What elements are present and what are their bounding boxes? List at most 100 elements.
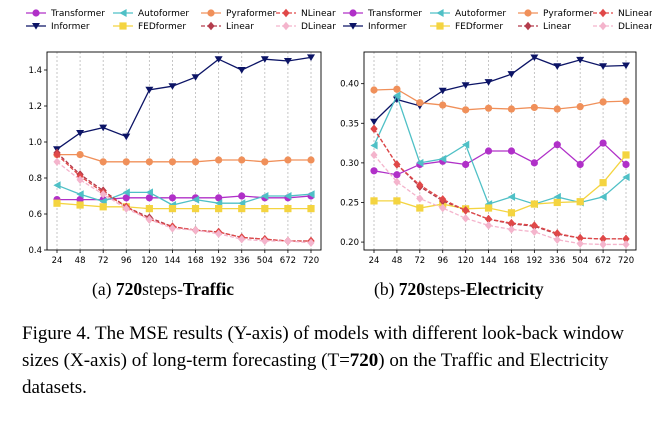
plot-frame [363,51,637,251]
data-point [53,181,61,190]
data-point [530,221,538,230]
data-point [370,86,378,94]
legend-swatch-marker [32,9,40,17]
x-tick-label: 96 [121,256,132,266]
data-point [53,150,61,159]
y-tick-label: 0.40 [340,80,359,90]
x-tick-label: 144 [480,256,496,266]
x-tick-label: 72 [98,256,109,266]
data-point [484,104,493,112]
subcaption-prefix: (a) [92,279,112,299]
subcaption-horizon: 720 [115,279,143,299]
data-point [530,227,538,236]
legend-item: NLinear [276,8,336,19]
data-point [284,192,292,200]
data-point [145,158,153,166]
electricity-chart: 0.20 0.25 0.30 0.35 0.40 24 48 72 96 120 144 168 192… [340,8,652,266]
data-point [507,147,516,155]
data-point [622,160,630,169]
data-point [145,188,153,197]
y-tick-label: 0.8 [28,174,42,184]
data-point [484,204,493,212]
legend-swatch-marker [119,9,127,17]
data-point [370,141,378,150]
data-point [530,200,538,208]
data-point [507,71,516,78]
series-fedformer [370,151,630,217]
legend-swatch-marker [119,22,127,30]
legend-label: NLinear [301,9,336,19]
data-point [122,133,131,141]
subcaption-prefix: (b) [374,279,395,299]
legend-item: FEDformer [430,22,503,32]
data-point [553,229,561,238]
data-point [553,105,561,113]
data-point [191,195,200,204]
series-line [373,128,626,240]
legend-item: NLinear [593,8,652,19]
subcaption-electricity: (b) 720steps-Electricity [374,279,544,300]
data-point [599,98,607,106]
data-point [393,160,401,169]
data-point [307,190,315,199]
legend-label: Autoformer [138,9,189,19]
data-point [76,190,84,199]
legend-label: DLinear [301,22,336,32]
legend-label: Pyraformer [226,9,276,19]
data-point [530,159,538,167]
legend-label: Linear [543,22,571,32]
legend-label: FEDformer [138,22,186,32]
legend-swatch-marker [349,23,357,30]
subcaption-traffic: (a) 720steps-Traffic [92,279,234,300]
series-line [373,154,626,246]
series-linear [370,124,630,244]
data-point [530,54,539,62]
subcaption-mid: steps- [425,279,466,299]
legend-swatch-marker [349,9,357,17]
data-point [416,158,424,167]
x-tick-label: 72 [414,256,425,266]
legend-item: Transformer [26,9,105,19]
x-tick-label: 24 [52,256,63,266]
x-tick-label: 504 [572,256,588,266]
legend-item: Linear [201,21,254,32]
figure-caption: Figure 4. The MSE results (Y-axis) of mo… [22,320,634,401]
data-point [599,63,608,70]
data-point [393,85,401,93]
subcaption-dataset: Electricity [465,279,544,299]
data-point [416,204,424,212]
y-tick-label: 0.4 [28,246,42,256]
data-point [576,239,584,248]
data-point [370,197,378,205]
y-tick-label: 0.20 [340,238,359,248]
data-point [145,215,153,224]
legend-item: Pyraformer [518,9,593,19]
legend-swatch-marker [282,8,290,18]
series-transformer [370,139,630,179]
series-line [57,153,311,163]
data-point [507,192,516,201]
data-point [191,226,200,235]
data-point [576,198,584,206]
data-point [393,197,401,205]
legend-swatch-marker [436,22,444,30]
series-linear [53,148,315,246]
y-tick-label: 1.0 [28,138,42,148]
y-tick-label: 0.6 [28,210,42,220]
legend: Transformer Autoformer Pyraformer NLinear In… [26,8,336,32]
series-line [56,56,312,150]
series-autoformer [370,91,630,209]
data-point [261,192,269,200]
x-tick-label: 504 [257,256,273,266]
data-point [622,97,630,105]
data-point [238,192,246,200]
data-point [191,74,200,81]
charts-svg: 0.4 0.6 0.8 1.0 1.2 1.4 24 48 72 96 120 144 168 192 33… [26,8,652,266]
data-point [53,199,61,207]
data-point [461,82,470,89]
data-point [393,91,401,100]
data-point [393,171,401,179]
data-point [261,205,269,213]
data-point [99,124,108,132]
legend-label: Informer [51,22,90,32]
